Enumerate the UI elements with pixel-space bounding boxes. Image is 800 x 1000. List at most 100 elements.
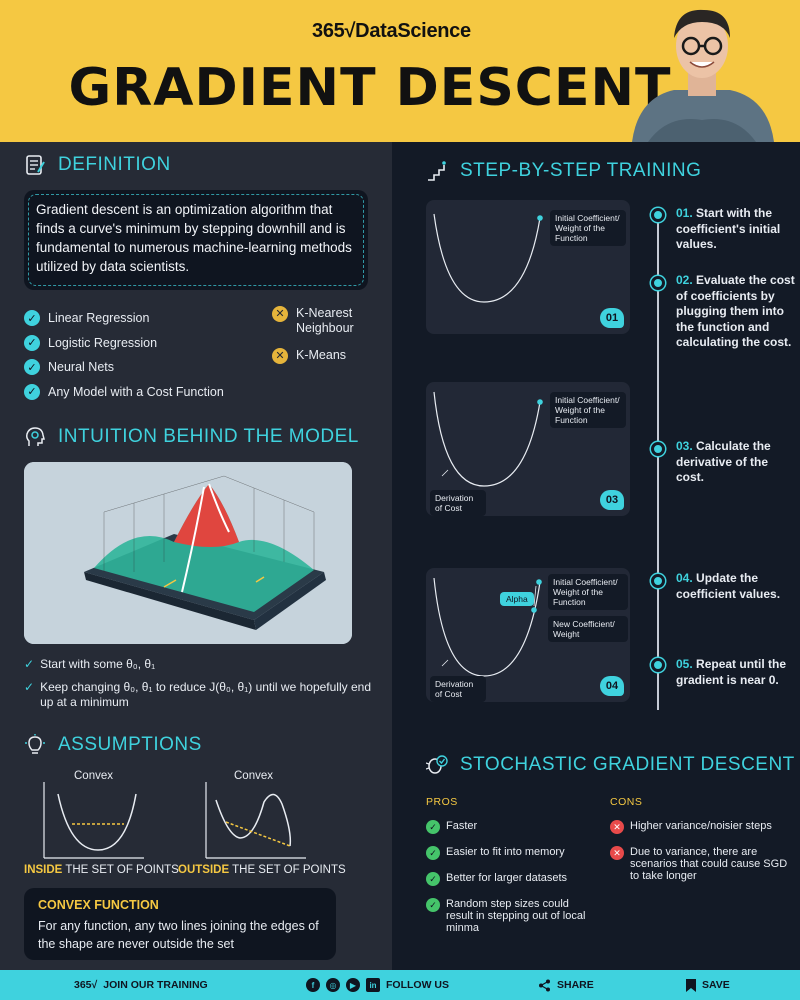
header: 365√DataScience GRADIENT DESCENT xyxy=(0,0,800,142)
intuition-list: ✓ Start with some θ₀, θ₁ ✓ Keep changing θ… xyxy=(24,657,372,718)
step-number-badge: 04 xyxy=(600,676,624,696)
step-number-badge: 01 xyxy=(600,308,624,328)
timeline-dot xyxy=(651,574,665,588)
step-number-badge: 03 xyxy=(600,490,624,510)
share-icon xyxy=(539,979,550,991)
lightbulb-head-icon xyxy=(26,427,45,446)
follow-label: FOLLOW US xyxy=(386,979,449,991)
list-item-label: Neural Nets xyxy=(48,360,114,375)
pros-label: PROS xyxy=(426,796,458,808)
timeline-dot xyxy=(651,658,665,672)
timeline-dot xyxy=(651,442,665,456)
join-label: JOIN OUR TRAINING xyxy=(103,979,208,991)
cross-icon: ✕ xyxy=(610,846,624,860)
list-item: ✓ Keep changing θ₀, θ₁ to reduce J(θ₀, θ₁… xyxy=(24,680,372,710)
list-item: ✓ Linear Regression xyxy=(24,306,224,331)
applies-list: ✓ Linear Regression ✓ Logistic Regression … xyxy=(24,306,224,404)
check-icon: ✓ xyxy=(24,310,40,327)
tick-icon: ✓ xyxy=(24,680,35,694)
timeline xyxy=(657,214,659,710)
initial-coefficient-tip: Initial Coefficient/ Weight of the Funct… xyxy=(550,210,626,246)
cons-label: CONS xyxy=(610,796,643,808)
step-text: Calculate the derivative of the cost. xyxy=(676,439,771,484)
definition-heading: DEFINITION xyxy=(58,154,171,175)
step-2: 02. Evaluate the cost of coefficients by… xyxy=(676,273,796,351)
definition-text: Gradient descent is an optimization algo… xyxy=(36,202,352,274)
list-item: ✓ Neural Nets xyxy=(24,355,224,380)
linkedin-icon[interactable]: in xyxy=(366,978,380,992)
youtube-icon[interactable]: ▶ xyxy=(346,978,360,992)
step-number: 01. xyxy=(676,206,693,220)
definition-title: DEFINITION xyxy=(24,154,171,176)
sgd-heading: STOCHASTIC GRADIENT DESCENT xyxy=(460,754,795,775)
derivation-tip: Derivation of Cost xyxy=(430,490,486,516)
steps-title: STEP-BY-STEP TRAINING xyxy=(426,160,701,182)
join-training-link[interactable]: 365√ JOIN OUR TRAINING xyxy=(74,979,208,991)
initial-coefficient-tip: Initial Coefficient/ Weight of the Funct… xyxy=(550,392,626,428)
not-applies-list: ✕ K-Nearest Neighbour ✕ K-Means xyxy=(272,306,366,376)
logo-number: 365 xyxy=(312,20,345,42)
cross-icon: ✕ xyxy=(272,348,288,364)
instagram-icon[interactable]: ◎ xyxy=(326,978,340,992)
sgd-title: STOCHASTIC GRADIENT DESCENT xyxy=(426,754,795,776)
steps-heading: STEP-BY-STEP TRAINING xyxy=(460,160,702,181)
left-column: DEFINITION Gradient descent is an optimi… xyxy=(0,142,392,970)
facebook-icon[interactable]: f xyxy=(306,978,320,992)
list-item: ✓ Better for larger datasets xyxy=(426,872,596,886)
share-button[interactable]: SHARE xyxy=(538,979,594,992)
list-item: ✕ Higher variance/noisier steps xyxy=(610,820,796,834)
step-number: 04. xyxy=(676,571,693,585)
list-item-label: Easier to fit into memory xyxy=(446,846,565,858)
gradient-surface-image xyxy=(24,462,352,644)
convex-function-text: For any function, any two lines joining … xyxy=(38,919,319,951)
list-item-label: Start with some θ₀, θ₁ xyxy=(40,657,156,671)
check-icon: ✓ xyxy=(426,820,440,834)
cost-curve xyxy=(433,391,543,487)
list-item-label: Linear Regression xyxy=(48,311,150,326)
inside-rest: THE SET OF POINTS xyxy=(62,864,179,876)
logo-text: DataScience xyxy=(355,20,471,42)
footer-logo: 365√ xyxy=(74,979,97,991)
cross-icon: ✕ xyxy=(272,306,288,322)
check-icon: ✓ xyxy=(24,334,40,351)
definition-icon xyxy=(26,155,45,175)
derivation-tip: Derivation of Cost xyxy=(430,676,486,702)
tick-icon: ✓ xyxy=(24,657,35,671)
save-button[interactable]: SAVE xyxy=(686,978,730,992)
step-4: 04. Update the coefficient values. xyxy=(676,571,796,602)
list-item-label: Any Model with a Cost Function xyxy=(48,384,224,399)
outside-label: OUTSIDE THE SET OF POINTS xyxy=(178,864,346,876)
list-item-label: K-Nearest Neighbour xyxy=(296,306,354,335)
intuition-heading: INTUITION BEHIND THE MODEL xyxy=(58,426,359,447)
list-item: ✓ Logistic Regression xyxy=(24,331,224,356)
step-3: 03. Calculate the derivative of the cost… xyxy=(676,439,796,486)
cross-icon: ✕ xyxy=(610,820,624,834)
inside-label: INSIDE THE SET OF POINTS xyxy=(24,864,179,876)
timeline-dot xyxy=(651,208,665,222)
step-card-03: Initial Coefficient/ Weight of the Funct… xyxy=(426,382,630,516)
step-1: 01. Start with the coefficient's initial… xyxy=(676,206,796,253)
list-item: ✓ Any Model with a Cost Function xyxy=(24,380,224,405)
definition-box: Gradient descent is an optimization algo… xyxy=(24,190,368,290)
list-item: ✓ Start with some θ₀, θ₁ xyxy=(24,657,372,672)
cons-list: ✕ Higher variance/noisier steps ✕ Due to v… xyxy=(610,820,796,894)
page-title: GRADIENT DESCENT xyxy=(68,58,672,118)
list-item-label: Logistic Regression xyxy=(48,335,158,350)
alpha-badge: Alpha xyxy=(500,592,534,606)
logo: 365√DataScience xyxy=(312,20,471,43)
right-column: STEP-BY-STEP TRAINING Initial Coefficien… xyxy=(392,142,800,970)
save-label: SAVE xyxy=(702,979,730,991)
check-icon: ✓ xyxy=(426,872,440,886)
convex-left-label: Convex xyxy=(74,770,113,782)
list-item: ✓ Random step sizes could result in stepp… xyxy=(426,898,596,934)
footer-logo-number: 365 xyxy=(74,979,92,991)
list-item-label: Higher variance/noisier steps xyxy=(630,820,772,832)
presenter-photo xyxy=(632,9,774,142)
assumptions-heading: ASSUMPTIONS xyxy=(58,734,202,755)
outside-rest: THE SET OF POINTS xyxy=(229,864,346,876)
bookmark-icon xyxy=(686,978,696,992)
inside-highlight: INSIDE xyxy=(24,864,63,876)
list-item-label: Random step sizes could result in steppi… xyxy=(446,898,586,934)
convex-right-label: Convex xyxy=(234,770,273,782)
check-icon: ✓ xyxy=(24,383,40,400)
